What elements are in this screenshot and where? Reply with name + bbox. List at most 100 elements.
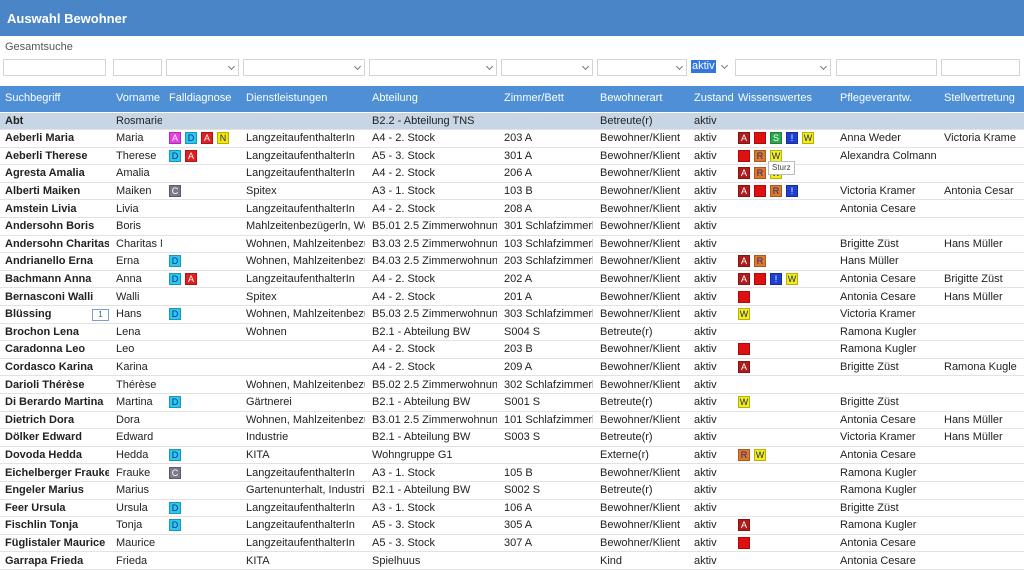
table-row[interactable]: Alberti Maiken Maiken C Spitex A3 - 1. Stock… (0, 183, 1024, 201)
pflege-cell: Antonia Cesare (840, 290, 916, 303)
table-row[interactable]: Aeberli Maria Maria A D A N Langzeitaufenthalt… (0, 130, 1024, 148)
table-row[interactable]: Engeler Marius Marius Gartenunterhalt, Ind… (0, 482, 1024, 500)
abteilung-cell: B4.03 2.5 Zimmerwohnung (372, 255, 497, 268)
badge: ! (786, 184, 798, 197)
info-icon[interactable]: 1 (92, 309, 109, 322)
column-header[interactable]: Wissenswertes (738, 92, 812, 104)
falldiagnose-cell: C (169, 465, 239, 482)
bewohnerart-cell: Betreute(r) (600, 396, 653, 409)
abteilung-cell: A4 - 2. Stock (372, 343, 435, 356)
table-row[interactable]: Garrapa Frieda Frieda KITA Spielhuus Kind akt… (0, 553, 1024, 570)
column-header[interactable]: Abteilung (372, 92, 418, 104)
badge: W (770, 149, 782, 162)
pflege-cell: Antonia Cesare (840, 413, 916, 426)
wissenswertes-cell: A (738, 517, 833, 534)
table-row[interactable]: Andrianello Erna Erna D Wohnen, Mahlzeitenb… (0, 253, 1024, 271)
bewohnerart-cell: Bewohner/Klient (600, 466, 681, 479)
filter-select[interactable]: aktiv (691, 59, 731, 76)
table-row[interactable]: Blüssing Hans D Wohnen, Mahlzeitenbezüge B5.… (0, 306, 1024, 324)
table-row[interactable]: Andersohn Boris Boris Mahlzeitenbezügerln,… (0, 218, 1024, 236)
selected-option[interactable]: aktiv (691, 60, 716, 73)
vorname-cell: Hans (116, 308, 142, 321)
badge: W (786, 272, 798, 285)
filter-select[interactable] (369, 59, 497, 76)
suchbegriff-cell: Bachmann Anna (5, 272, 92, 285)
zimmer-cell: 203 B (504, 343, 533, 356)
abteilung-cell: B5.02 2.5 Zimmerwohnung (372, 378, 497, 391)
table-row[interactable]: Agresta Amalia Amalia Langzeitaufenthalter… (0, 165, 1024, 183)
vorname-cell: Frieda (116, 554, 148, 567)
wissenswertes-cell (738, 341, 833, 358)
table-row[interactable]: Dovoda Hedda Hedda D KITA Wohngruppe G1 Exter… (0, 447, 1024, 465)
table-row[interactable]: Bernasconi Walli Walli Spitex A4 - 2. Stock… (0, 289, 1024, 307)
abteilung-cell: A4 - 2. Stock (372, 167, 435, 180)
table-row[interactable]: Darioli Thérèse Thérèse Wohnen, Mahlzeiten… (0, 377, 1024, 395)
badge: W (802, 132, 814, 145)
bewohnerart-cell: Bewohner/Klient (600, 132, 681, 145)
table-row[interactable]: Feer Ursula Ursula D LangzeitaufenthalterIn… (0, 500, 1024, 518)
filter-select[interactable] (166, 59, 239, 76)
column-header[interactable]: Pflegeverantw. (840, 92, 913, 104)
filter-select[interactable] (501, 59, 593, 76)
stellvertretung-cell: Hans Müller (944, 413, 1003, 426)
suchbegriff-cell: Dölker Edward (5, 431, 83, 444)
falldiagnose-cell: D (169, 517, 239, 534)
dienstleistungen-cell: LangzeitaufenthalterIn (246, 466, 355, 479)
column-header[interactable]: Vorname (116, 92, 161, 104)
column-header[interactable]: Dienstleistungen (246, 92, 328, 104)
filter-input[interactable] (836, 59, 937, 76)
table-row[interactable]: Brochon Lena Lena Wohnen B2.1 - Abteilung B… (0, 324, 1024, 342)
table-row[interactable]: Abt Rosmarie B2.2 - Abteilung TNS Betreute(… (0, 112, 1024, 131)
table-row[interactable]: Amstein Livia Livia LangzeitaufenthalterIn… (0, 201, 1024, 219)
bewohnerart-cell: Bewohner/Klient (600, 202, 681, 215)
suchbegriff-cell: Caradonna Leo (5, 343, 86, 356)
bewohnerart-cell: Bewohner/Klient (600, 360, 681, 373)
bewohnerart-cell: Bewohner/Klient (600, 237, 681, 250)
dienstleistungen-cell: KITA (246, 448, 270, 461)
vorname-cell: Karina (116, 360, 148, 373)
vorname-cell: Lena (116, 325, 141, 338)
badge: D (169, 149, 181, 162)
filter-select[interactable] (735, 59, 831, 76)
wissenswertes-cell: A S! W (738, 130, 833, 147)
column-header[interactable]: Suchbegriff (5, 92, 61, 104)
filter-input[interactable] (3, 59, 106, 76)
zustand-cell: aktiv (694, 431, 717, 444)
filter-select[interactable] (243, 59, 365, 76)
filter-input[interactable] (113, 59, 162, 76)
table-row[interactable]: Aeberli Therese Therese D A Langzeitaufentha… (0, 148, 1024, 166)
zimmer-cell: 209 A (504, 360, 533, 373)
column-header[interactable]: Stellvertretung (944, 92, 1015, 104)
table-row[interactable]: Füglistaler Maurice Maurice Langzeitaufent… (0, 535, 1024, 553)
table-row[interactable]: Bachmann Anna Anna D A LangzeitaufenthalterI… (0, 271, 1024, 289)
zimmer-cell: 101 Schlafzimmerbe (504, 413, 593, 426)
column-header[interactable]: Zimmer/Bett (504, 92, 564, 104)
table-row[interactable]: Andersohn Charitas M Charitas M Wohnen, Ma… (0, 236, 1024, 254)
column-header[interactable]: Bewohnerart (600, 92, 663, 104)
column-header[interactable]: Zustand (694, 92, 734, 104)
filter-select[interactable] (597, 59, 687, 76)
filter-input[interactable] (941, 59, 1020, 76)
table-row[interactable]: Dietrich Dora Dora Wohnen, Mahlzeitenbezüg… (0, 412, 1024, 430)
table-row[interactable]: Fischlin Tonja Tonja D Langzeitaufenthalter… (0, 517, 1024, 535)
bewohnerart-cell: Bewohner/Klient (600, 378, 681, 391)
bewohnerart-cell: Bewohner/Klient (600, 220, 681, 233)
table-row[interactable]: Cordasco Karina Karina A4 - 2. Stock 209 A B… (0, 359, 1024, 377)
vorname-cell: Leo (116, 343, 135, 356)
bewohnerart-cell: Bewohner/Klient (600, 149, 681, 162)
dienstleistungen-cell: LangzeitaufenthalterIn (246, 202, 355, 215)
table-row[interactable]: Di Berardo Martina Martina D Gärtnerei B2.1 … (0, 394, 1024, 412)
vorname-cell: Rosmarie (116, 114, 162, 127)
suchbegriff-cell: Dietrich Dora (5, 413, 75, 426)
table-row[interactable]: Eichelberger Frauke Frauke C Langzeitaufent… (0, 465, 1024, 483)
vorname-cell: Livia (116, 202, 139, 215)
abteilung-cell: A4 - 2. Stock (372, 202, 435, 215)
table-row[interactable]: Caradonna Leo Leo A4 - 2. Stock 203 B Bewohn… (0, 341, 1024, 359)
wissenswertes-cell: A (738, 359, 833, 376)
column-header[interactable]: Falldiagnose (169, 92, 232, 104)
badge: ! (786, 132, 798, 145)
table-row[interactable]: Dölker Edward Edward Industrie B2.1 - Abtei… (0, 429, 1024, 447)
wissenswertes-cell (738, 289, 833, 306)
vorname-cell: Tonja (116, 519, 143, 532)
